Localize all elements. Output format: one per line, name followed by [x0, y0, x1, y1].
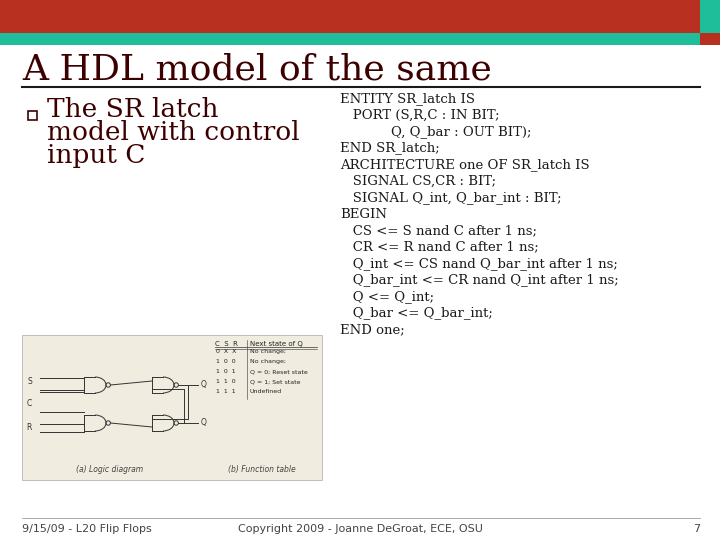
Text: Q <= Q_int;: Q <= Q_int; [340, 290, 434, 303]
Text: 9/15/09 - L20 Flip Flops: 9/15/09 - L20 Flip Flops [22, 524, 152, 534]
Text: 7: 7 [693, 524, 700, 534]
Text: CS <= S nand C after 1 ns;: CS <= S nand C after 1 ns; [340, 224, 537, 237]
Text: PORT (S,R,C : IN BIT;: PORT (S,R,C : IN BIT; [340, 109, 500, 122]
Text: (b) Function table: (b) Function table [228, 465, 296, 474]
Bar [28, 111, 37, 120]
Text: END one;: END one; [340, 323, 405, 336]
Text: Undefined: Undefined [250, 389, 282, 394]
Text: No change;: No change; [250, 359, 286, 364]
Text: Q_bar <= Q_bar_int;: Q_bar <= Q_bar_int; [340, 307, 493, 320]
Text: A HDL model of the same: A HDL model of the same [22, 52, 492, 86]
Text: Q: Q [200, 418, 206, 428]
Text: BEGIN: BEGIN [340, 207, 387, 220]
Text: ENTITY SR_latch IS: ENTITY SR_latch IS [340, 92, 475, 105]
Bar [700, 0, 720, 33]
Text: SIGNAL CS,CR : BIT;: SIGNAL CS,CR : BIT; [340, 174, 496, 187]
Bar [0, 33, 700, 45]
Text: (a) Logic diagram: (a) Logic diagram [76, 465, 143, 474]
Text: No change;: No change; [250, 349, 286, 354]
Text: R: R [27, 423, 32, 433]
Text: Q, Q_bar : OUT BIT);: Q, Q_bar : OUT BIT); [340, 125, 531, 138]
Text: ARCHITECTURE one OF SR_latch IS: ARCHITECTURE one OF SR_latch IS [340, 158, 590, 171]
Text: Q = 1; Set state: Q = 1; Set state [250, 379, 300, 384]
Text: C: C [27, 399, 32, 408]
Bar [700, 33, 720, 45]
Text: C  S  R: C S R [215, 341, 238, 347]
Text: S: S [27, 377, 32, 387]
Bar [0, 0, 700, 33]
Text: SIGNAL Q_int, Q_bar_int : BIT;: SIGNAL Q_int, Q_bar_int : BIT; [340, 191, 562, 204]
Text: Q_bar_int <= CR nand Q_int after 1 ns;: Q_bar_int <= CR nand Q_int after 1 ns; [340, 273, 618, 287]
Text: model with control: model with control [47, 120, 300, 145]
Text: 1  1  0: 1 1 0 [216, 379, 235, 384]
Text: Q: Q [200, 381, 206, 389]
Text: Next state of Q: Next state of Q [250, 341, 302, 347]
Text: 1  0  1: 1 0 1 [216, 369, 235, 374]
Text: Q_int <= CS nand Q_bar_int after 1 ns;: Q_int <= CS nand Q_bar_int after 1 ns; [340, 257, 618, 270]
Bar [22, 335, 322, 480]
Text: input C: input C [47, 143, 145, 168]
Text: CR <= R nand C after 1 ns;: CR <= R nand C after 1 ns; [340, 240, 539, 253]
Text: Q = 0; Reset state: Q = 0; Reset state [250, 369, 307, 374]
Text: 1  1  1: 1 1 1 [216, 389, 235, 394]
Text: Copyright 2009 - Joanne DeGroat, ECE, OSU: Copyright 2009 - Joanne DeGroat, ECE, OS… [238, 524, 482, 534]
Text: 1  0  0: 1 0 0 [216, 359, 235, 364]
Text: END SR_latch;: END SR_latch; [340, 141, 440, 154]
Text: The SR latch: The SR latch [47, 97, 218, 122]
Text: 0  X  X: 0 X X [216, 349, 236, 354]
